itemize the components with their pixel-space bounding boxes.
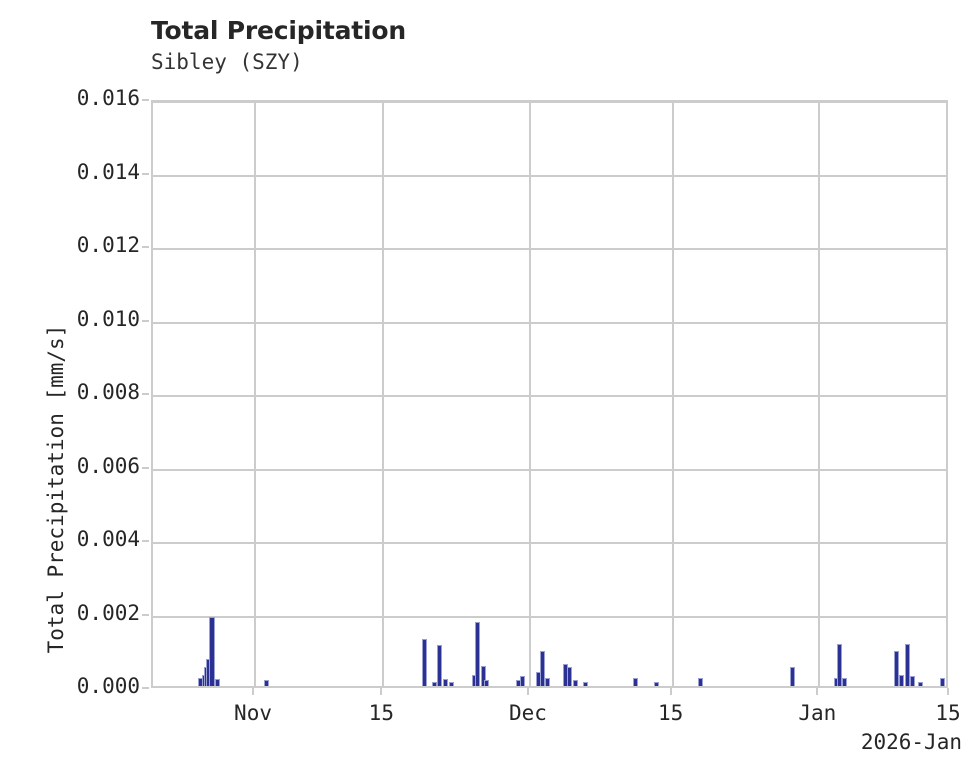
x-axis-title: 2026-Jan <box>860 730 962 754</box>
bar <box>653 681 659 686</box>
y-tick-mark <box>142 687 149 689</box>
y-axis-tick-marks <box>0 99 151 689</box>
gridline-horizontal <box>153 102 946 103</box>
bar-series-total-precipitation <box>153 102 946 686</box>
y-axis-tick-labels: Total Precipitation [mm/s] 0.000 0.002 0.0… <box>0 86 140 698</box>
y-tick-mark <box>142 319 149 322</box>
bar <box>520 676 526 686</box>
bar <box>443 678 449 686</box>
chart-subtitle: Sibley (SZY) <box>151 50 303 74</box>
x-tick-label: Dec <box>509 701 547 725</box>
x-tick-mark <box>816 688 819 695</box>
gridline-horizontal <box>153 321 946 324</box>
bar <box>449 681 455 686</box>
bar <box>841 677 847 686</box>
x-tick-label: 15 <box>935 701 961 725</box>
bar <box>632 677 638 686</box>
y-tick-label: 0.010 <box>76 306 140 331</box>
y-tick-label: 0.014 <box>76 159 140 184</box>
gridline-vertical <box>254 102 257 686</box>
bar <box>567 666 573 686</box>
chart-title: Total Precipitation <box>151 16 406 45</box>
y-tick-mark <box>142 246 149 248</box>
plot-area <box>151 100 948 688</box>
bar <box>894 651 900 686</box>
bar <box>431 681 437 686</box>
y-tick-label: 0.002 <box>76 600 140 625</box>
bar <box>898 674 904 686</box>
x-tick-mark <box>252 688 255 695</box>
gridline-vertical <box>671 102 674 686</box>
gridline-horizontal <box>153 615 946 618</box>
gridline-horizontal <box>153 174 946 177</box>
bar <box>789 666 795 686</box>
x-tick-label: Jan <box>798 701 837 725</box>
x-tick-mark <box>669 688 672 695</box>
bar <box>545 677 551 686</box>
bar <box>910 676 916 686</box>
bar <box>215 678 221 686</box>
y-tick-mark <box>142 613 149 616</box>
y-tick-label: 0.016 <box>76 86 140 110</box>
x-tick-label: Nov <box>234 701 272 725</box>
y-tick-label: 0.012 <box>76 233 140 257</box>
bar <box>208 616 216 686</box>
bar <box>422 639 428 686</box>
gridline-horizontal <box>153 248 946 250</box>
x-tick-label: 15 <box>657 701 684 725</box>
x-tick-label: 15 <box>368 701 394 725</box>
bar <box>698 677 704 686</box>
y-tick-label: 0.000 <box>76 674 140 698</box>
bar <box>918 681 924 686</box>
bar <box>483 680 489 686</box>
gridline-vertical <box>528 102 531 686</box>
gridline-horizontal <box>153 542 946 544</box>
bar <box>480 665 486 686</box>
bar <box>436 644 442 686</box>
x-tick-mark <box>526 688 529 695</box>
bar <box>940 677 946 686</box>
bar <box>474 621 480 686</box>
gridlines <box>153 102 946 686</box>
y-tick-mark <box>142 540 149 542</box>
y-tick-label: 0.004 <box>76 527 140 551</box>
x-tick-mark <box>380 688 383 695</box>
gridline-vertical <box>382 102 385 686</box>
y-tick-mark <box>142 393 149 395</box>
x-tick-mark <box>947 688 949 695</box>
y-tick-label: 0.008 <box>76 380 140 404</box>
y-tick-label: 0.006 <box>76 453 140 478</box>
bar <box>583 681 589 686</box>
y-tick-mark <box>142 172 149 175</box>
gridline-vertical <box>818 102 821 686</box>
gridline-horizontal <box>153 468 946 471</box>
gridline-horizontal <box>153 395 946 397</box>
bar <box>836 643 842 686</box>
bar <box>540 651 546 686</box>
bar <box>905 643 911 686</box>
y-tick-mark <box>142 466 149 469</box>
bar <box>263 679 270 686</box>
x-axis-tick-labels: Nov 15 Dec 15 Jan 15 <box>0 688 980 738</box>
y-tick-mark <box>142 99 149 101</box>
bar <box>573 679 579 686</box>
